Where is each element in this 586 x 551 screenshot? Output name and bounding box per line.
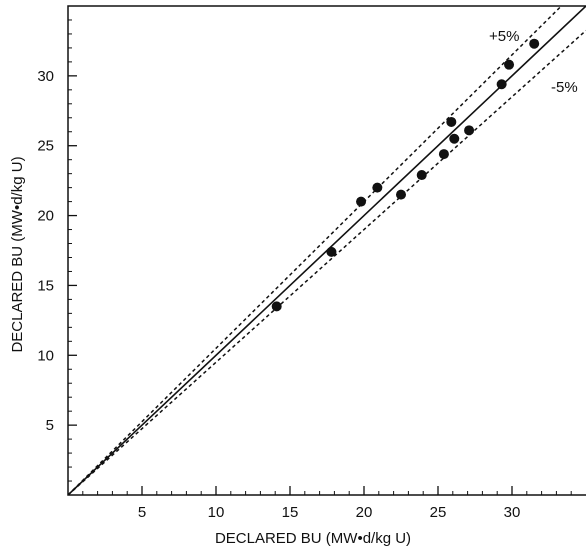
plus-5-percent-line (68, 6, 563, 495)
reference-lines (68, 6, 586, 495)
minus-5-percent-line (68, 29, 586, 495)
data-point (326, 246, 337, 257)
data-point (438, 149, 449, 160)
data-point (416, 170, 427, 181)
plot-frame (67, 5, 586, 496)
data-point (504, 59, 515, 70)
y-tick-label: 20 (37, 208, 54, 225)
data-point (271, 301, 282, 312)
data-point (396, 189, 406, 200)
x-tick-label: 5 (138, 504, 146, 521)
y-tick-label: 5 (46, 417, 54, 434)
data-point (372, 182, 383, 193)
y-axis-ticks: 5 10 15 20 25 30 (37, 19, 77, 482)
x-tick-label: 15 (282, 504, 299, 521)
data-point (496, 79, 507, 90)
data-point (356, 196, 367, 207)
plus-5-percent-label: +5% (489, 28, 519, 45)
y-tick-label: 15 (37, 277, 54, 294)
y-tick-label: 25 (37, 138, 54, 155)
x-axis-ticks: 5 10 15 20 25 30 (82, 486, 572, 521)
data-point (446, 116, 457, 127)
minus-5-percent-label: -5% (551, 79, 578, 96)
x-axis-title: DECLARED BU (MW•d/kg U) (215, 530, 411, 547)
y-tick-label: 10 (37, 347, 54, 364)
x-tick-label: 30 (504, 504, 521, 521)
data-point (449, 133, 460, 144)
x-tick-label: 25 (430, 504, 447, 521)
y-tick-label: 30 (37, 68, 54, 85)
y-axis-title: DECLARED BU (MW•d/kg U) (9, 156, 26, 352)
data-point (529, 38, 540, 49)
x-tick-label: 20 (356, 504, 373, 521)
data-point (464, 125, 475, 136)
data-points (271, 38, 540, 312)
x-tick-label: 10 (208, 504, 225, 521)
plot-border (67, 5, 586, 496)
